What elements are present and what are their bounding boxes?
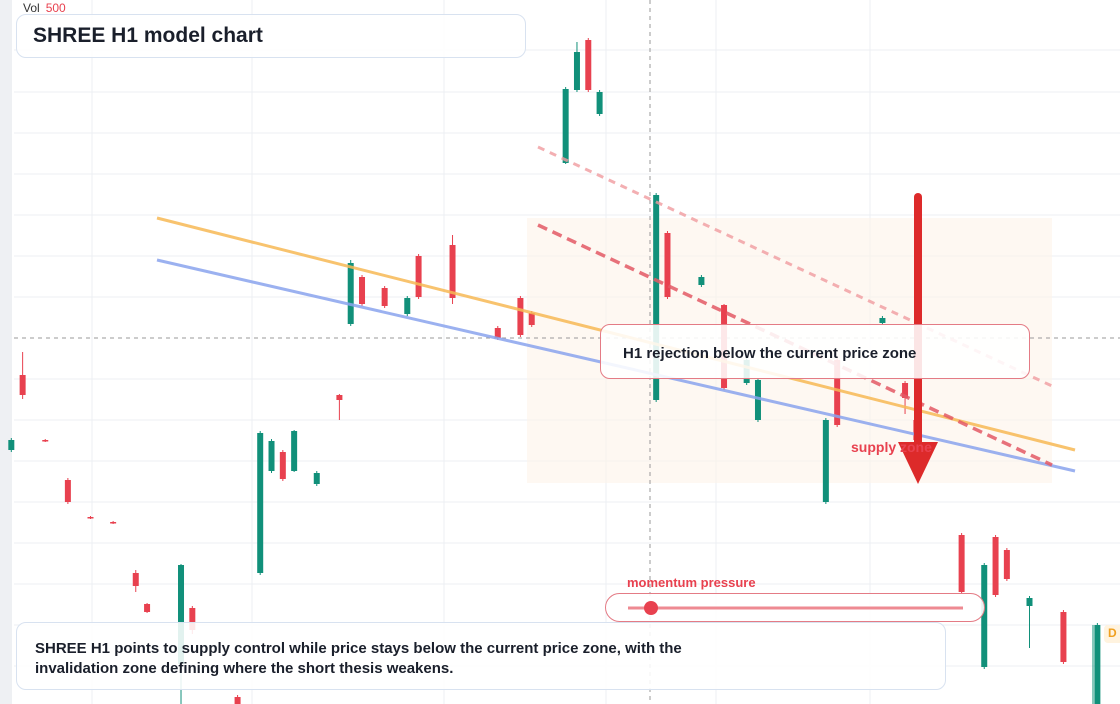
candle-body — [664, 233, 671, 297]
candle-body — [336, 395, 343, 400]
slider-label: momentum pressure — [627, 575, 756, 590]
candle-body — [822, 420, 829, 502]
candle-body — [1026, 598, 1033, 606]
candle-body — [110, 522, 117, 524]
candle-body — [347, 263, 354, 324]
candle-body — [653, 195, 660, 400]
summary: SHREE H1 points to supply control while … — [16, 622, 946, 690]
candle-body — [698, 277, 705, 285]
candle-body — [1094, 625, 1101, 704]
candle-body — [42, 440, 49, 442]
slider-track — [628, 601, 963, 615]
candle-body — [834, 360, 841, 425]
momentum-slider[interactable] — [605, 593, 985, 622]
arrow-head — [898, 442, 938, 484]
edge-label: D — [1104, 625, 1120, 643]
annotation: H1 rejection below the current price zon… — [600, 324, 1030, 379]
candle-body — [359, 277, 366, 304]
candle-body — [291, 431, 298, 471]
volume-caption: Vol — [23, 1, 40, 15]
volume-label: Vol 500 — [23, 1, 66, 15]
candle-body — [144, 604, 151, 612]
candle-body — [19, 375, 26, 395]
candle-body — [902, 383, 909, 398]
slider-knob[interactable] — [644, 601, 658, 615]
candle-body — [1060, 612, 1067, 662]
candle-body — [528, 313, 535, 325]
candle-body — [132, 573, 139, 586]
candle-body — [992, 537, 999, 595]
candle-body — [381, 288, 388, 306]
candle-body — [585, 40, 592, 90]
candle-body — [958, 535, 965, 592]
candle-body — [87, 517, 94, 519]
candle-body — [562, 89, 569, 163]
candle-body — [981, 565, 988, 667]
candle-body — [449, 245, 456, 298]
candle-body — [754, 380, 761, 420]
candle-body — [404, 298, 411, 314]
candle-body — [8, 440, 15, 450]
volume-value: 500 — [45, 1, 66, 15]
candle-body — [494, 328, 501, 338]
zone-label: supply zone — [851, 439, 932, 455]
candle-body — [279, 452, 286, 479]
candle-body — [313, 473, 320, 484]
candle-body — [879, 318, 886, 323]
chart-title: SHREE H1 model chart — [16, 14, 526, 58]
candle-body — [268, 441, 275, 471]
candle-body — [178, 565, 185, 664]
candle-body — [234, 697, 241, 704]
channel-lower — [537, 223, 1053, 467]
candle-body — [257, 433, 264, 573]
candle-body — [596, 92, 603, 114]
candle-body — [573, 52, 580, 90]
candle-body — [189, 608, 196, 630]
candle-body — [517, 298, 524, 335]
candle-body — [415, 256, 422, 297]
candle-body — [64, 480, 71, 502]
candle-body — [1003, 550, 1010, 579]
left-strip — [0, 0, 12, 704]
